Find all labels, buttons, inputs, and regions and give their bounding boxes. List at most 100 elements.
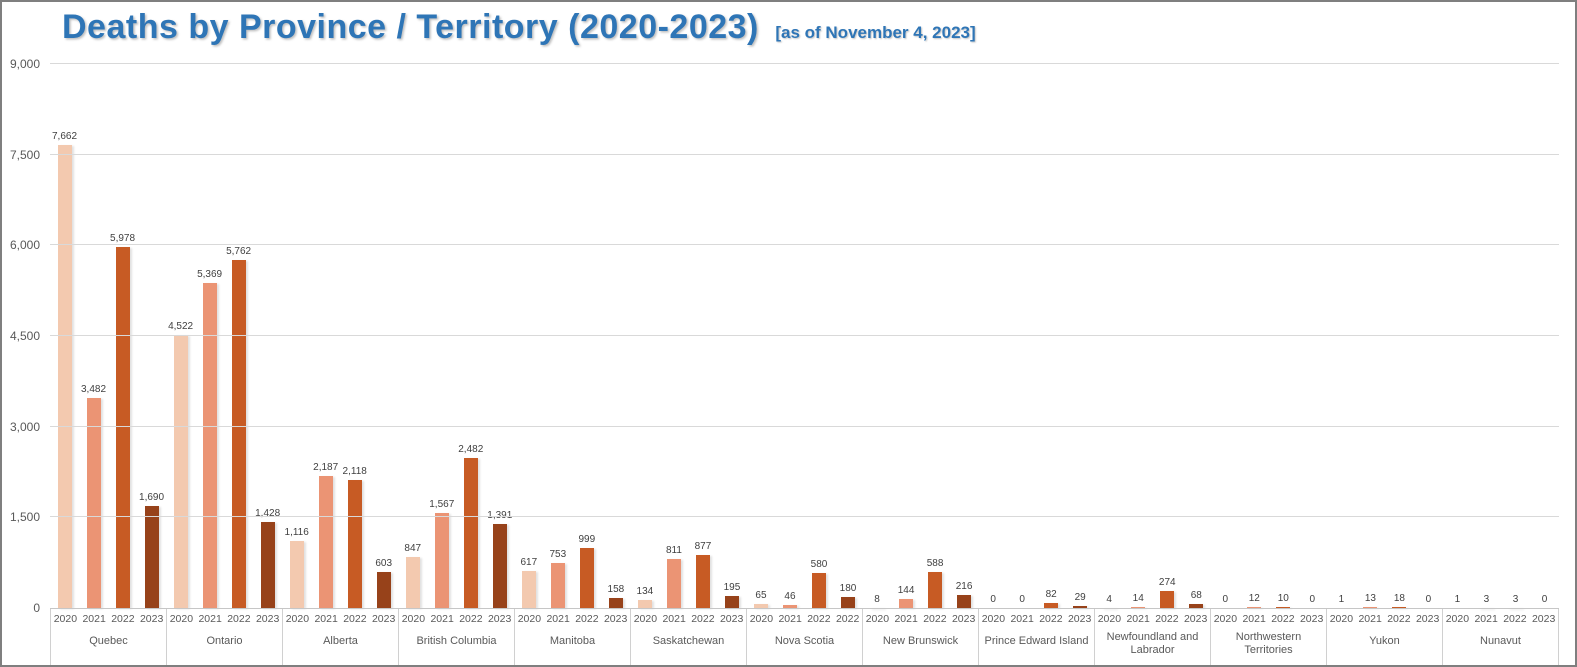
gridline bbox=[50, 63, 1559, 64]
bar-value-label: 3 bbox=[1483, 593, 1490, 605]
bar-value-label: 1 bbox=[1454, 593, 1461, 605]
x-tick-year: 2020 bbox=[169, 613, 194, 625]
bar-prince-edward-island-2022[interactable] bbox=[1044, 603, 1059, 608]
bar-british-columbia-2023[interactable] bbox=[492, 523, 507, 608]
bar-newfoundland-and-labrador-2021[interactable] bbox=[1131, 607, 1146, 608]
bar-new-brunswick-2021[interactable] bbox=[899, 599, 914, 608]
province-label: Manitoba bbox=[549, 634, 596, 647]
bar-value-label: 10 bbox=[1277, 593, 1289, 605]
bar-british-columbia-2022[interactable] bbox=[463, 457, 478, 608]
bar-quebec-2022[interactable] bbox=[115, 246, 130, 608]
x-tick-year: 2022 bbox=[691, 613, 715, 625]
bar-slot: 999 bbox=[572, 64, 601, 608]
bar-value-label: 12 bbox=[1248, 593, 1260, 605]
bar-value-label: 877 bbox=[694, 541, 712, 552]
bar-ontario-2021[interactable] bbox=[202, 283, 217, 608]
bar-slot: 18 bbox=[1385, 64, 1414, 608]
bar-prince-edward-island-2023[interactable] bbox=[1073, 606, 1088, 608]
bar-ontario-2020[interactable] bbox=[173, 334, 188, 608]
year-labels-row: 2020 2021 2022 2023 bbox=[51, 609, 166, 628]
bar-northwestern-territories-2022[interactable] bbox=[1276, 607, 1291, 608]
bar-british-columbia-2020[interactable] bbox=[405, 556, 420, 608]
bar-value-label: 8 bbox=[874, 593, 880, 605]
bar-newfoundland-and-labrador-2022[interactable] bbox=[1160, 591, 1175, 608]
x-tick-year: 2021 bbox=[1010, 613, 1034, 625]
bar-nova-scotia-2020[interactable] bbox=[753, 604, 768, 608]
bar-manitoba-2020[interactable] bbox=[521, 570, 536, 608]
bar-value-label: 0 bbox=[1541, 594, 1548, 605]
bar-slot: 4,522 bbox=[166, 64, 195, 608]
bar-slot: 2,482 bbox=[456, 64, 485, 608]
bar-new-brunswick-2022[interactable] bbox=[928, 572, 943, 608]
y-axis-label: 6,000 bbox=[9, 238, 40, 253]
bar-slot: 3 bbox=[1472, 64, 1501, 608]
bar-value-label: 14 bbox=[1132, 593, 1144, 605]
year-labels-row: 2020 2021 2022 2023 bbox=[283, 609, 398, 628]
bar-yukon-2022[interactable] bbox=[1392, 606, 1407, 608]
bar-yukon-2021[interactable] bbox=[1363, 607, 1378, 608]
bar-alberta-2020[interactable] bbox=[289, 540, 304, 608]
bar-quebec-2023[interactable] bbox=[144, 505, 159, 608]
bar-alberta-2021[interactable] bbox=[318, 475, 333, 608]
bar-value-label: 134 bbox=[636, 585, 654, 597]
x-tick-year: 2021 bbox=[1242, 613, 1266, 625]
bar-value-label: 82 bbox=[1045, 589, 1057, 601]
bar-slot: 0 bbox=[1211, 64, 1240, 608]
x-tick-year: 2023 bbox=[1415, 613, 1440, 625]
year-labels-row: 2020 2021 2022 2023 bbox=[1327, 609, 1442, 628]
bar-saskatchewan-2020[interactable] bbox=[637, 599, 652, 608]
bar-value-label: 0 bbox=[1309, 594, 1316, 605]
bar-british-columbia-2021[interactable] bbox=[434, 513, 449, 608]
bar-value-label: 7,662 bbox=[51, 130, 78, 142]
bar-manitoba-2023[interactable] bbox=[608, 598, 623, 608]
bar-saskatchewan-2021[interactable] bbox=[666, 558, 681, 608]
bar-manitoba-2021[interactable] bbox=[550, 562, 565, 608]
bar-value-label: 158 bbox=[607, 584, 625, 596]
bar-quebec-2020[interactable] bbox=[57, 144, 72, 608]
bar-value-label: 1,116 bbox=[284, 526, 309, 538]
bar-nova-scotia-2021[interactable] bbox=[782, 605, 797, 608]
province-label: Ontario bbox=[206, 634, 243, 647]
bar-slot: 588 bbox=[921, 64, 950, 608]
x-tick-year: 2022 bbox=[923, 613, 947, 625]
bar-slot: 158 bbox=[601, 64, 630, 608]
x-tick-year: 2022 bbox=[111, 613, 135, 625]
bar-slot: 5,762 bbox=[224, 64, 253, 608]
x-axis-cell-prince-edward-island: 2020 2021 2022 2023 Prince Edward Island bbox=[978, 609, 1094, 665]
bar-ontario-2022[interactable] bbox=[231, 259, 246, 608]
bar-value-label: 999 bbox=[578, 533, 596, 545]
bars-row: 7,662 3,482 5,978 1,690 4,522 5,369 5,762 1,428… bbox=[50, 64, 1559, 608]
bar-newfoundland-and-labrador-2023[interactable] bbox=[1189, 603, 1204, 608]
bar-slot: 8 bbox=[863, 64, 892, 608]
province-label: Nova Scotia bbox=[774, 634, 835, 647]
bar-saskatchewan-2022[interactable] bbox=[695, 555, 710, 608]
bar-slot: 7,662 bbox=[50, 64, 79, 608]
bar-northwestern-territories-2021[interactable] bbox=[1247, 607, 1262, 608]
bar-slot: 13 bbox=[1356, 64, 1385, 608]
bar-value-label: 0 bbox=[990, 594, 996, 605]
x-tick-year: 2023 bbox=[487, 613, 512, 625]
bar-manitoba-2022[interactable] bbox=[579, 547, 594, 608]
bar-value-label: 617 bbox=[520, 556, 538, 568]
bar-new-brunswick-2023[interactable] bbox=[957, 594, 972, 608]
bar-ontario-2023[interactable] bbox=[260, 521, 275, 608]
bar-slot: 1,116 bbox=[282, 64, 311, 608]
bar-saskatchewan-2023[interactable] bbox=[724, 596, 739, 608]
bar-slot: 1,391 bbox=[485, 64, 514, 608]
province-group-alberta: 1,116 2,187 2,118 603 bbox=[282, 64, 398, 608]
x-axis-cell-nunavut: 2020 2021 2022 2023 Nunavut bbox=[1442, 609, 1559, 665]
x-axis-cell-manitoba: 2020 2021 2022 2023 Manitoba bbox=[514, 609, 630, 665]
chart-title: Deaths by Province / Territory (2020-202… bbox=[62, 8, 759, 46]
bar-quebec-2021[interactable] bbox=[86, 397, 101, 608]
bar-nova-scotia-2022[interactable] bbox=[812, 572, 826, 608]
province-group-yukon: 1 13 18 0 bbox=[1327, 64, 1443, 608]
year-labels-row: 2020 2021 2022 2023 bbox=[863, 609, 978, 628]
province-group-quebec: 7,662 3,482 5,978 1,690 bbox=[50, 64, 166, 608]
province-label: Prince Edward Island bbox=[984, 634, 1089, 647]
bar-value-label: 0 bbox=[1425, 594, 1432, 605]
year-labels-row: 2020 2021 2022 2023 bbox=[399, 609, 514, 628]
bar-nova-scotia-2023[interactable] bbox=[841, 597, 856, 608]
bar-alberta-2022[interactable] bbox=[347, 479, 362, 608]
bar-alberta-2023[interactable] bbox=[376, 571, 391, 608]
x-tick-year: 2022 bbox=[1503, 613, 1527, 625]
